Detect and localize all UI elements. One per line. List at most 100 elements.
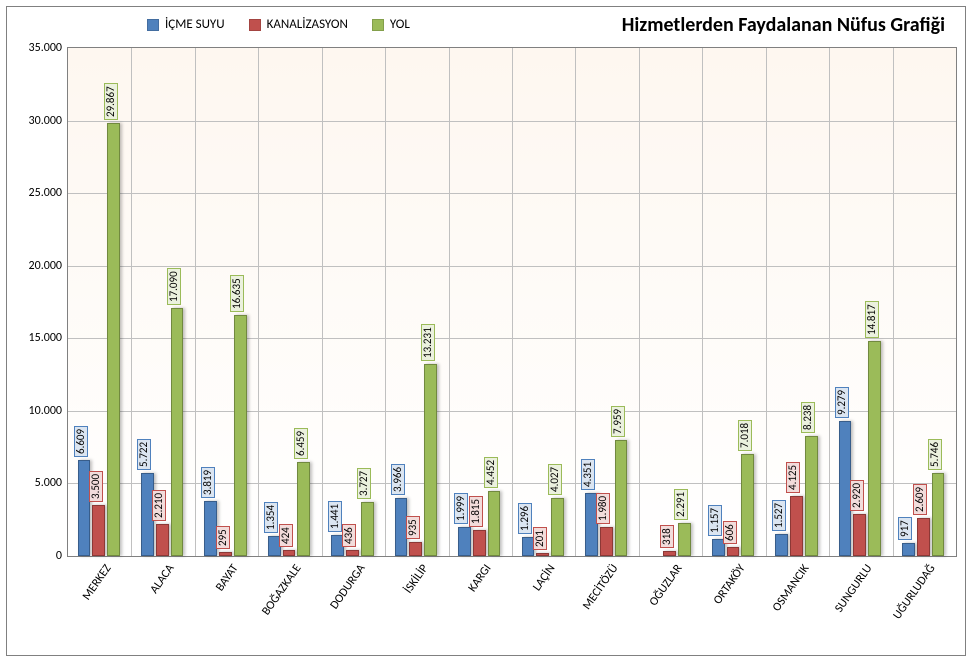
- gridline-v: [893, 48, 894, 556]
- bar-value-label: 6.459: [294, 428, 308, 459]
- bar: 7.018: [741, 454, 754, 556]
- x-axis-label: DODURGA: [327, 562, 368, 612]
- bar: 4.027: [551, 498, 564, 556]
- x-axis-label: ORTAKÖY: [711, 562, 748, 607]
- bar: 3.500: [92, 505, 105, 556]
- bar-value-label: 2.920: [850, 480, 864, 511]
- bar: 201: [536, 553, 549, 556]
- gridline-v: [575, 48, 576, 556]
- bar: 14.817: [868, 341, 881, 556]
- x-axis-label: LAÇİN: [530, 562, 558, 594]
- bar: 7.959: [615, 440, 628, 556]
- bar: 295: [219, 552, 232, 556]
- bar-value-label: 295: [216, 526, 230, 549]
- bar-value-label: 424: [279, 524, 293, 547]
- bar-value-label: 1.999: [454, 493, 468, 524]
- bar-value-label: 1.354: [264, 502, 278, 533]
- bar-value-label: 2.291: [674, 489, 688, 520]
- bar-value-label: 4.027: [548, 463, 562, 494]
- x-axis-label: İSKİLİP: [402, 562, 432, 596]
- gridline-v: [702, 48, 703, 556]
- bar-value-label: 13.231: [421, 324, 435, 361]
- x-axis-label: MERKEZ: [80, 562, 115, 603]
- plot-area: 05.00010.00015.00020.00025.00030.00035.0…: [67, 47, 957, 557]
- legend-label: KANALİZASYON: [267, 17, 348, 32]
- legend-item-yol: YOL: [372, 17, 410, 32]
- bar: 1.999: [458, 527, 471, 556]
- bar-value-label: 7.959: [611, 406, 625, 437]
- bar-value-label: 1.527: [772, 500, 786, 531]
- bar: 1.980: [600, 527, 613, 556]
- gridline-v: [766, 48, 767, 556]
- bar: 2.291: [678, 523, 691, 556]
- bar: 917: [902, 543, 915, 556]
- x-axis-label: ALACA: [148, 562, 178, 596]
- chart-title: Hizmetlerden Faydalanan Nüfus Grafiği: [622, 13, 945, 37]
- x-axis-label: UĞURLUDAĞ: [891, 562, 939, 622]
- bar-value-label: 17.090: [167, 268, 181, 305]
- bar-value-label: 2.609: [913, 484, 927, 515]
- gridline-v: [258, 48, 259, 556]
- bar-value-label: 935: [406, 517, 420, 540]
- bar-value-label: 3.500: [89, 471, 103, 502]
- bar-value-label: 8.238: [801, 402, 815, 433]
- y-axis-label: 30.000: [12, 114, 62, 128]
- bar: 606: [727, 547, 740, 556]
- bar: 2.920: [853, 514, 866, 556]
- legend-item-icme-suyu: İÇME SUYU: [147, 17, 225, 32]
- y-axis-label: 35.000: [12, 41, 62, 55]
- bar-value-label: 5.722: [137, 439, 151, 470]
- bar: 1.815: [473, 530, 486, 556]
- bar-value-label: 318: [660, 526, 674, 549]
- bar-value-label: 1.296: [518, 503, 532, 534]
- legend-item-kanalizasyon: KANALİZASYON: [249, 17, 348, 32]
- bar-value-label: 4.452: [484, 457, 498, 488]
- bar-value-label: 3.819: [201, 467, 215, 498]
- y-axis-label: 0: [12, 549, 62, 563]
- bar-value-label: 436: [342, 524, 356, 547]
- x-axis-label: OĞUZLAR: [647, 562, 686, 609]
- bar-value-label: 1.441: [328, 501, 342, 532]
- bar: 8.238: [805, 436, 818, 556]
- bar-value-label: 2.210: [152, 490, 166, 521]
- bar: 935: [409, 542, 422, 556]
- bar: 13.231: [424, 364, 437, 556]
- gridline-v: [449, 48, 450, 556]
- legend-label: YOL: [390, 17, 410, 32]
- bar-value-label: 9.279: [835, 387, 849, 418]
- bar: 3.727: [361, 502, 374, 556]
- x-axis-label: SUNGURLU: [832, 562, 875, 615]
- bar: 6.459: [297, 462, 310, 556]
- bar-value-label: 3.727: [357, 468, 371, 499]
- bar-value-label: 1.157: [708, 505, 722, 536]
- legend-label: İÇME SUYU: [165, 17, 225, 32]
- bar-value-label: 4.351: [581, 459, 595, 490]
- legend-swatch-icon: [372, 19, 384, 31]
- x-axis-label: BOĞAZKALE: [259, 562, 304, 618]
- gridline-v: [322, 48, 323, 556]
- bar: 4.125: [790, 496, 803, 556]
- bar-value-label: 1.815: [469, 496, 483, 527]
- y-axis-label: 20.000: [12, 259, 62, 273]
- bar-value-label: 606: [723, 521, 737, 544]
- y-axis-label: 15.000: [12, 331, 62, 345]
- legend-swatch-icon: [249, 19, 261, 31]
- bar-value-label: 7.018: [738, 420, 752, 451]
- bar-value-label: 4.125: [786, 462, 800, 493]
- bar-value-label: 14.817: [865, 301, 879, 338]
- bar-value-label: 201: [533, 527, 547, 550]
- bar: 16.635: [234, 315, 247, 556]
- y-axis-label: 25.000: [12, 186, 62, 200]
- gridline-v: [639, 48, 640, 556]
- bar: 436: [346, 550, 359, 556]
- bar-value-label: 29.867: [104, 83, 118, 120]
- y-axis-label: 5.000: [12, 476, 62, 490]
- gridline-v: [385, 48, 386, 556]
- gridline-v: [829, 48, 830, 556]
- gridline-v: [131, 48, 132, 556]
- legend: İÇME SUYU KANALİZASYON YOL: [147, 17, 410, 32]
- bar-value-label: 917: [898, 517, 912, 540]
- x-axis-label: MECİTÖZÜ: [581, 562, 622, 613]
- bar: 5.746: [932, 473, 945, 556]
- chart-frame: Hizmetlerden Faydalanan Nüfus Grafiği İÇ…: [6, 6, 966, 656]
